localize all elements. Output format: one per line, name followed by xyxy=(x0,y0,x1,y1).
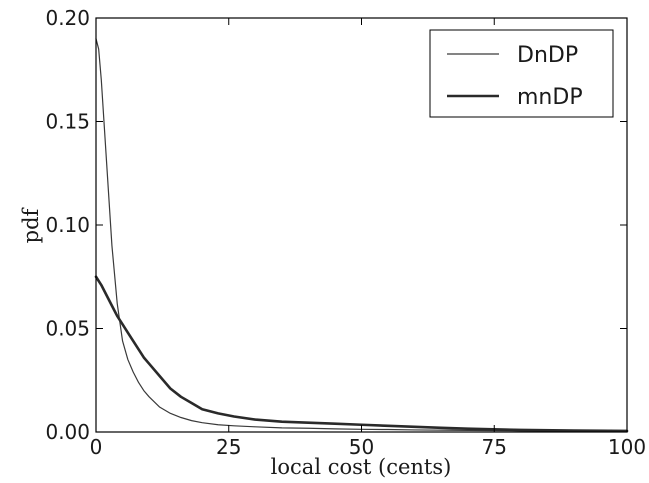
y-tick-label: 0.00 xyxy=(45,420,90,444)
x-tick-label: 0 xyxy=(90,435,103,459)
y-axis: 0.00 0.05 0.10 0.15 0.20 xyxy=(45,6,627,444)
legend-label-dndp: DnDP xyxy=(517,43,578,68)
y-tick-label: 0.20 xyxy=(45,6,90,30)
series-line-mndp xyxy=(94,275,629,433)
y-axis-label: pdf xyxy=(19,206,43,243)
x-tick-label: 75 xyxy=(482,435,507,459)
legend-box xyxy=(429,29,614,118)
x-axis: 0 25 50 75 100 xyxy=(90,18,646,459)
series-layer xyxy=(94,38,629,433)
x-tick-label: 50 xyxy=(349,435,374,459)
y-tick-label: 0.15 xyxy=(45,110,90,134)
legend: DnDP mnDP xyxy=(429,29,614,118)
y-tick-label: 0.10 xyxy=(45,213,90,237)
x-tick-label: 25 xyxy=(216,435,241,459)
y-tick-label: 0.05 xyxy=(45,317,90,341)
x-axis-label: local cost (cents) xyxy=(271,455,452,479)
x-tick-label: 100 xyxy=(608,435,646,459)
legend-label-mndp: mnDP xyxy=(517,85,583,110)
series-line-dndp xyxy=(95,38,628,432)
